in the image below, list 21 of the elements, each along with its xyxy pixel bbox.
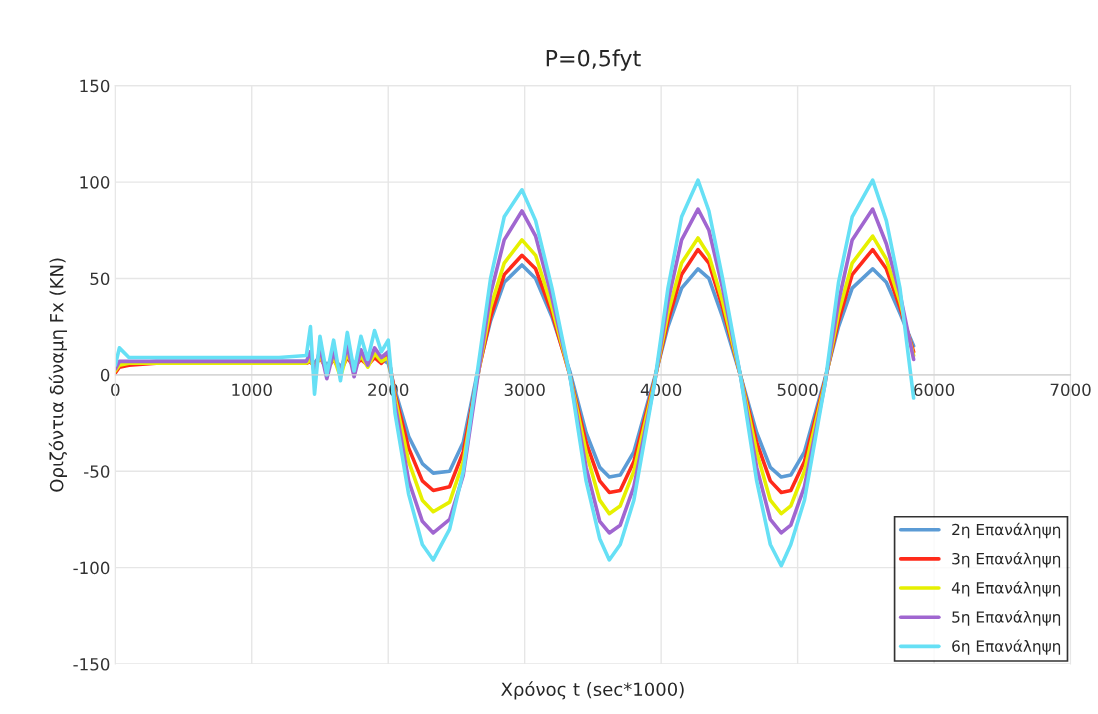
x-tick-label: 3000 — [504, 383, 545, 397]
y-tick-label: 0 — [100, 368, 110, 382]
x-tick-label: 1000 — [232, 383, 272, 397]
x-tick-label: 0 — [111, 383, 120, 397]
chart-title: P=0,5fyt — [546, 49, 641, 71]
legend-label: 4η Επανάληψη — [951, 581, 1061, 597]
y-axis-title: Οριζόντια δύναμη Fx (KN) — [48, 258, 68, 492]
x-tick-label: 6000 — [914, 383, 955, 397]
y-tick-label: -50 — [84, 465, 110, 478]
y-tick-label: 100 — [80, 176, 110, 189]
legend-label: 5η Επανάληψη — [952, 610, 1061, 626]
y-tick-label: -100 — [73, 561, 110, 575]
x-axis-title: Χρόνος t (sec*1000) — [501, 681, 684, 700]
x-tick-label: 5000 — [777, 383, 818, 397]
legend-label: 3η Επανάληψη — [952, 552, 1061, 568]
x-tick-label: 7000 — [1050, 383, 1091, 397]
y-tick-label: -150 — [73, 657, 110, 671]
y-tick-label: 50 — [90, 272, 110, 286]
y-tick-label: 150 — [80, 79, 110, 93]
legend-label: 2η Επανάληψη — [952, 522, 1061, 539]
legend-label: 6η Επανάληψη — [952, 639, 1061, 655]
